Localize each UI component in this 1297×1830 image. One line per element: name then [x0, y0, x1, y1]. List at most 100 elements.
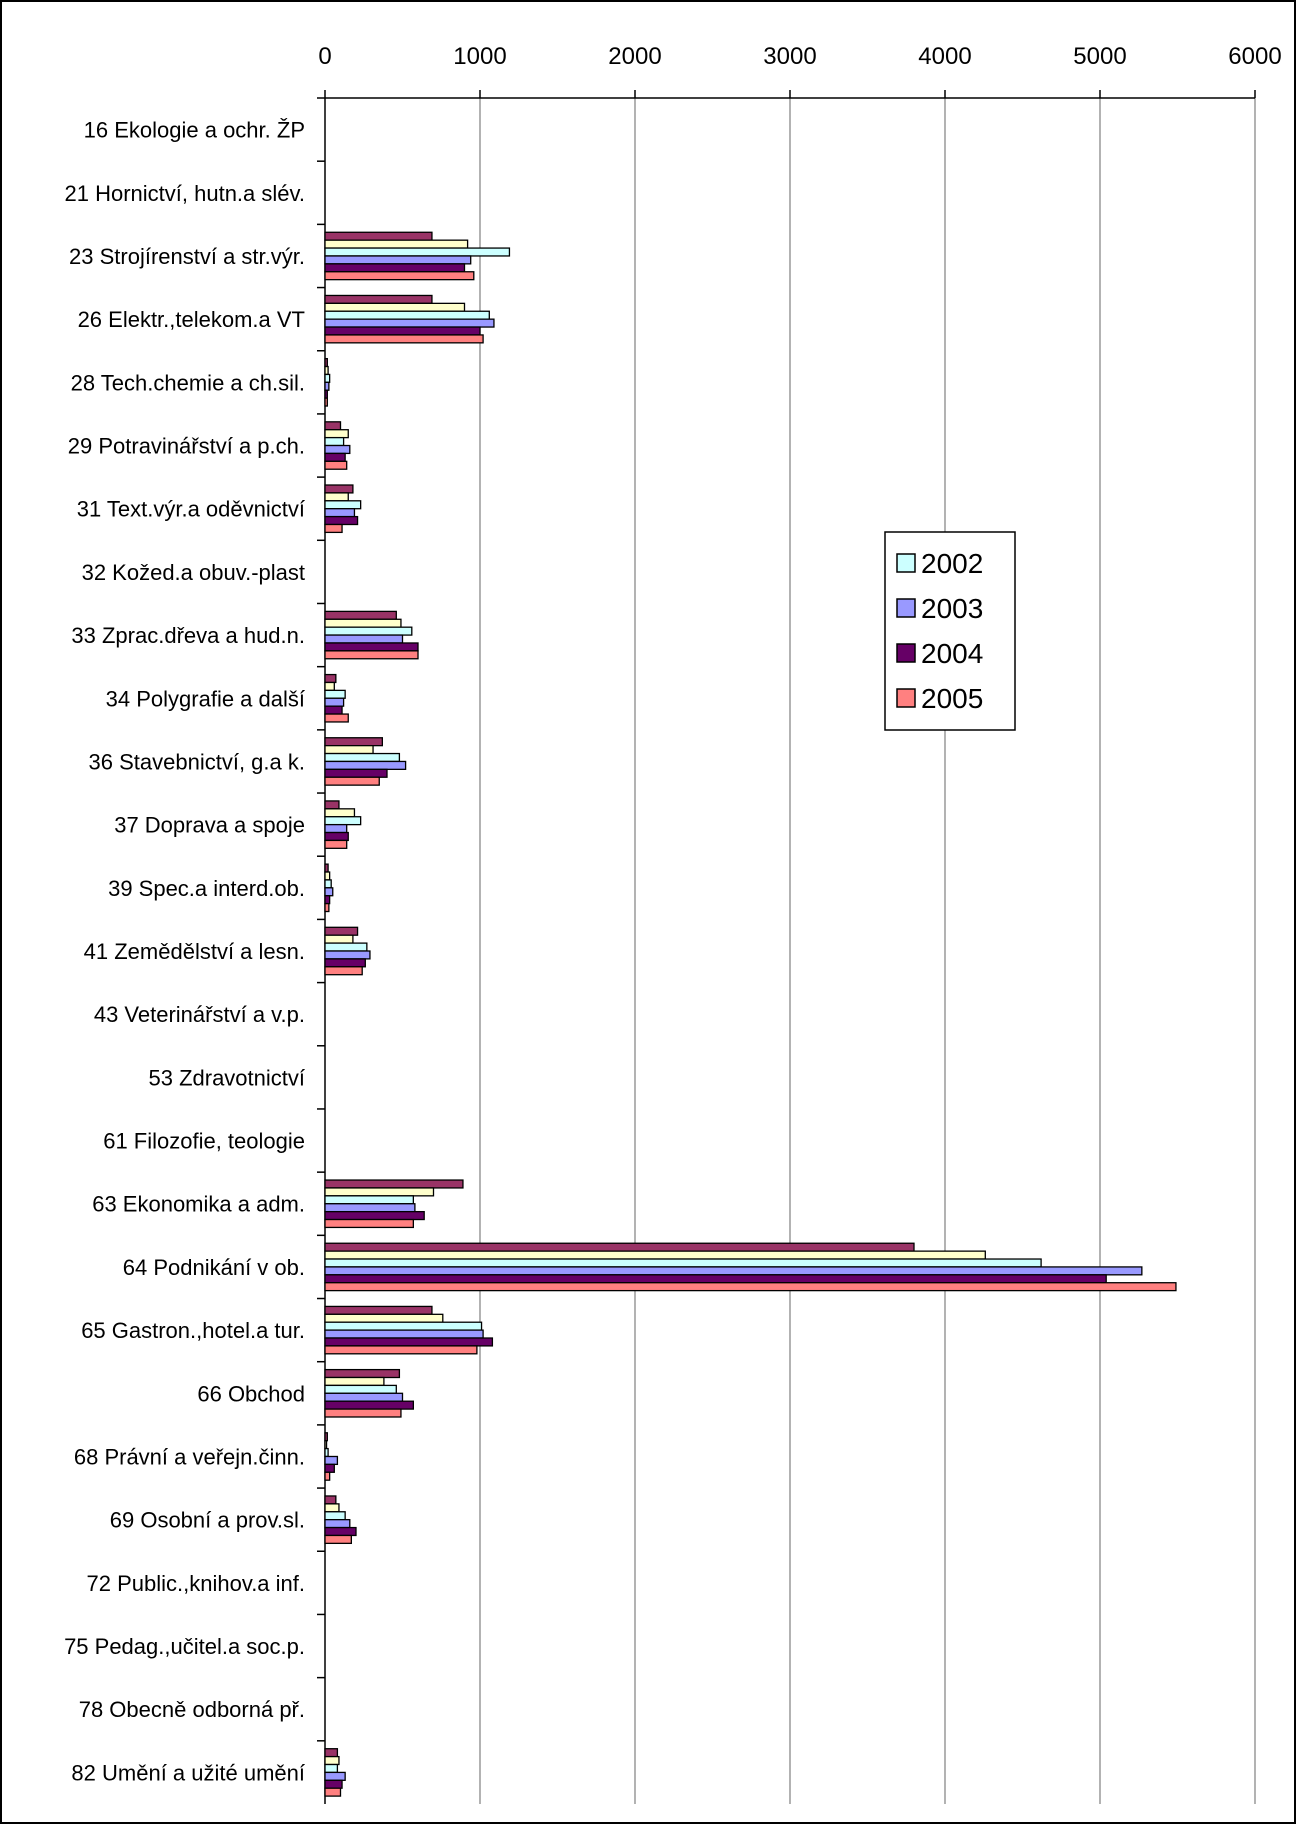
- category-label: 28 Tech.chemie a ch.sil.: [71, 370, 305, 395]
- bar-series-2-10: [324, 681, 335, 692]
- x-tick-label: 6000: [1228, 43, 1281, 70]
- category-label: 36 Stavebnictví, g.a k.: [89, 749, 305, 774]
- bar-2002-11: [324, 752, 401, 763]
- bar-2003-18: [324, 1203, 416, 1213]
- bar-series-1-20: [324, 1305, 433, 1315]
- bar-2005-19: [324, 1282, 1177, 1292]
- bar-series-2-13: [324, 871, 331, 881]
- bar-2002-6: [324, 436, 345, 447]
- bar-2003-14: [324, 950, 371, 960]
- category-label: 63 Ekonomika a adm.: [92, 1192, 305, 1217]
- category-label: 32 Kožed.a obuv.-plast: [82, 560, 305, 585]
- x-tick-label: 4000: [918, 43, 971, 70]
- category-label: 41 Zemědělství a lesn.: [84, 939, 305, 964]
- category-label: 26 Elektr.,telekom.a VT: [78, 307, 305, 332]
- bar-2004-9: [324, 642, 419, 652]
- bar-2005-22: [324, 1471, 331, 1481]
- bar-series-1-10: [324, 673, 337, 684]
- bar-2004-10: [324, 705, 343, 715]
- category-label: 72 Public.,knihov.a inf.: [87, 1571, 306, 1596]
- legend-label: 2005: [921, 683, 983, 714]
- category-label: 34 Polygrafie a další: [106, 686, 305, 711]
- bar-series-2-18: [324, 1187, 435, 1197]
- bar-series-1-12: [324, 800, 340, 810]
- bar-2003-9: [324, 634, 404, 644]
- bar-2005-23: [324, 1534, 353, 1545]
- legend: 2002 2003 2004 2005: [884, 531, 1016, 731]
- category-label: 64 Podnikání v ob.: [123, 1255, 305, 1280]
- gridlines: [479, 98, 1256, 1804]
- labels: 0 1000 2000 3000 4000 5000 6000 16 Ekologie a o…: [64, 43, 1282, 1785]
- bar-2005-11: [324, 776, 380, 786]
- bar-series-2-19: [324, 1250, 986, 1260]
- bar-series-1-5: [324, 357, 328, 368]
- bar-2004-21: [324, 1400, 414, 1410]
- bar-2003-13: [324, 887, 334, 897]
- bar-series-1-11: [324, 737, 383, 747]
- category-label: 53 Zdravotnictví: [148, 1065, 305, 1090]
- bar-series-2-3: [324, 239, 469, 249]
- bar-2004-20: [324, 1337, 494, 1347]
- bar-2004-5: [324, 389, 328, 399]
- bar-2003-11: [324, 760, 407, 770]
- bar-2004-13: [324, 895, 331, 905]
- x-tick-label: 2000: [608, 43, 661, 70]
- bar-series-2-6: [324, 429, 349, 439]
- bar-2005-4: [324, 334, 484, 344]
- bar-2003-21: [324, 1392, 404, 1402]
- bar-2003-19: [324, 1266, 1143, 1276]
- legend-swatch-2002: [896, 553, 916, 573]
- bar-series-1-27: [324, 1748, 339, 1758]
- bar-2002-14: [324, 942, 368, 952]
- bar-2002-22: [324, 1447, 329, 1458]
- bar-2002-4: [324, 310, 490, 320]
- bar-2004-22: [324, 1463, 335, 1473]
- category-label: 78 Obecně odborná př.: [79, 1697, 305, 1722]
- bar-2002-5: [324, 373, 331, 383]
- bar-2002-21: [324, 1384, 397, 1394]
- legend-label: 2003: [921, 593, 983, 624]
- bar-2002-27: [324, 1763, 339, 1774]
- bar-series-2-23: [324, 1503, 340, 1513]
- bar-2005-5: [324, 397, 328, 407]
- bar-2003-6: [324, 444, 351, 455]
- bar-2003-23: [324, 1519, 351, 1529]
- bar-2003-7: [324, 508, 356, 518]
- bar-series-2-5: [324, 365, 329, 376]
- bar-series-2-22: [324, 1440, 328, 1450]
- bar-2004-6: [324, 452, 346, 462]
- bar-2005-7: [324, 523, 343, 534]
- bar-2002-12: [324, 816, 362, 826]
- category-label: 31 Text.výr.a oděvnictví: [77, 497, 305, 522]
- bar-2004-27: [324, 1779, 343, 1789]
- bar-series-1-21: [324, 1368, 401, 1379]
- bar-series-2-4: [324, 302, 466, 312]
- bar-2002-10: [324, 689, 346, 699]
- bar-2004-23: [324, 1526, 357, 1537]
- category-label: 82 Umění a užité umění: [71, 1760, 305, 1785]
- bar-2005-21: [324, 1408, 402, 1418]
- legend-swatch-2003: [896, 598, 916, 618]
- category-label: 21 Hornictví, hutn.a slév.: [65, 181, 306, 206]
- bar-2005-12: [324, 839, 348, 849]
- bar-2003-4: [324, 318, 495, 328]
- category-label: 69 Osobní a prov.sl.: [110, 1508, 305, 1533]
- x-tick-label: 1000: [453, 43, 506, 70]
- bar-2005-14: [324, 966, 363, 976]
- bar-2002-20: [324, 1321, 483, 1331]
- bar-series-2-21: [324, 1376, 385, 1387]
- bar-series-2-12: [324, 808, 356, 818]
- bar-series-1-22: [324, 1432, 328, 1442]
- bar-series-1-13: [324, 863, 329, 873]
- bar-2002-3: [324, 247, 511, 257]
- bar-2002-23: [324, 1511, 346, 1521]
- bar-2003-12: [324, 823, 348, 834]
- category-label: 61 Filozofie, teologie: [103, 1129, 305, 1154]
- bar-series-1-4: [324, 294, 433, 305]
- bar-series-1-3: [324, 231, 433, 241]
- bar-series-1-23: [324, 1495, 337, 1505]
- category-label: 37 Doprava a spoje: [114, 813, 305, 838]
- bar-series-1-18: [324, 1179, 464, 1189]
- bar-series-1-7: [324, 484, 354, 494]
